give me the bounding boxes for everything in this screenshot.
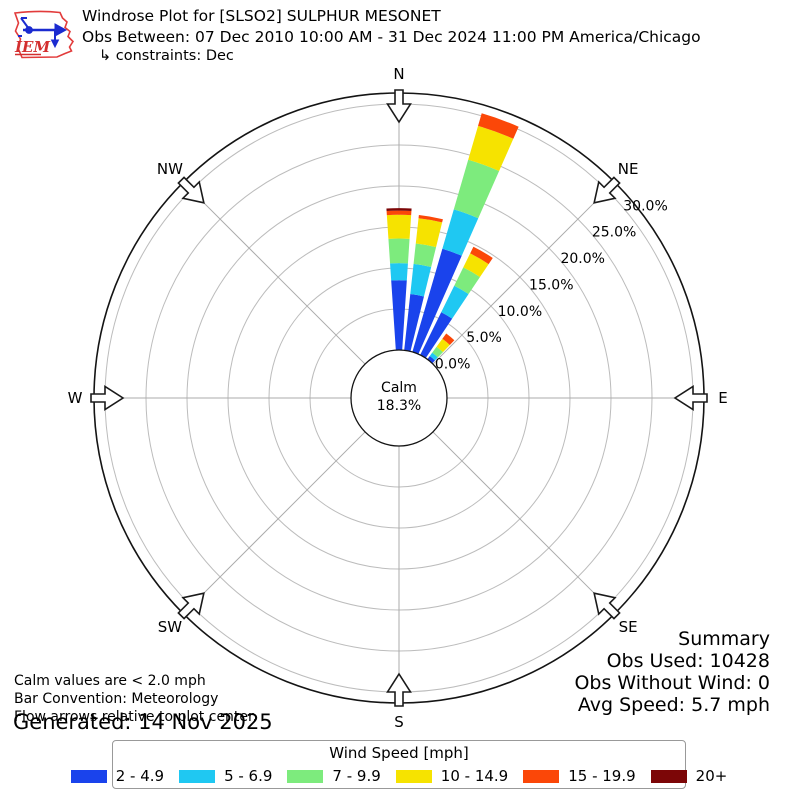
flow-arrow-ne [593, 176, 621, 204]
iem-logo-text: IEM [14, 38, 50, 56]
windrose-bar-segment [442, 209, 479, 256]
grid-spoke [432, 431, 616, 615]
summary-obs-without-wind: Obs Without Wind: 0 [574, 672, 770, 694]
legend-label: 7 - 9.9 [332, 767, 381, 785]
windrose-bar-segment [388, 238, 410, 264]
windrose-bar-segment [478, 113, 519, 139]
windrose-bar-segment [468, 125, 514, 172]
flow-arrow-n [386, 89, 412, 124]
ring-label: 30.0% [623, 198, 667, 214]
windrose-bar-segment [413, 243, 437, 267]
windrose-bar-segment [436, 338, 450, 353]
legend-item: 20+ [650, 767, 728, 785]
ring-label: 15.0% [529, 277, 573, 293]
windrose-bar-segment [386, 208, 412, 212]
legend-item: 10 - 14.9 [395, 767, 509, 785]
plot-title: Windrose Plot for [SLSO2] SULPHUR MESONE… [82, 7, 441, 25]
windrose-bar-segment [454, 267, 480, 295]
grid-spoke [182, 181, 366, 365]
summary-title: Summary [678, 628, 770, 650]
windrose-bar-segment [427, 355, 436, 364]
windrose-bar-segment [441, 285, 469, 319]
flow-arrow-w [90, 385, 125, 411]
iem-logo: IEM [13, 10, 75, 59]
legend-title: Wind Speed [mph] [329, 744, 469, 762]
compass-label-se: SE [619, 618, 638, 636]
windrose-bar-segment [391, 280, 407, 351]
windrose-bar-segment [390, 263, 408, 281]
windrose-bar-segment [453, 159, 500, 219]
compass-label-sw: SW [158, 618, 183, 636]
windrose-bar-segment [420, 312, 453, 359]
grid-spoke [432, 181, 616, 365]
legend-label: 5 - 6.9 [224, 767, 273, 785]
legend-item: 15 - 19.9 [523, 767, 636, 785]
legend-label: 10 - 14.9 [440, 767, 509, 785]
legend-item: 7 - 9.9 [287, 767, 381, 785]
legend-item: 2 - 4.9 [70, 767, 165, 785]
legend-swatch-icon [523, 769, 560, 783]
summary-block: Summary Obs Used: 10428 Obs Without Wind… [574, 628, 770, 716]
summary-avg-speed: Avg Speed: 5.7 mph [577, 694, 770, 716]
compass-label-n: N [393, 65, 404, 83]
legend-items: 2 - 4.9 5 - 6.9 7 - 9.9 10 - 14.9 15 - 19.9 2… [70, 767, 727, 785]
note-bar-convention: Bar Convention: Meteorology [14, 691, 219, 707]
flow-arrow-se [593, 592, 621, 620]
windrose-bar-segment [418, 214, 443, 223]
windrose-bar-segment [429, 352, 438, 361]
wind-speed-legend: Wind Speed [mph] 2 - 4.9 5 - 6.9 7 - 9.9 10… [70, 740, 727, 789]
windrose-bar-segment [470, 246, 493, 265]
legend-swatch-icon [179, 769, 216, 783]
generated-timestamp: Generated: 14 Nov 2025 [13, 710, 273, 734]
windrose-bar-segment [415, 218, 443, 248]
grid-spoke [182, 431, 366, 615]
note-flow-arrows: Flow arrows relative to plot center. [14, 709, 257, 725]
ring-label: 20.0% [560, 251, 604, 267]
legend-swatch-icon [650, 769, 687, 783]
windrose-bar-segment [386, 214, 412, 239]
iowa-outline-icon [13, 10, 75, 59]
compass-label-s: S [394, 713, 404, 731]
windrose-bar-segment [412, 248, 462, 355]
legend-swatch-icon [70, 769, 107, 783]
summary-obs-used: Obs Used: 10428 [606, 650, 770, 672]
windrose-bar-segment [442, 333, 455, 346]
compass-label-ne: NE [618, 160, 639, 178]
calm-value: 18.3% [377, 398, 421, 414]
flow-arrow-sw [177, 592, 205, 620]
compass-label-nw: NW [157, 160, 183, 178]
windrose-bar-segment [463, 253, 489, 278]
ring-label: 5.0% [466, 330, 502, 346]
legend-swatch-icon [287, 769, 324, 783]
flow-arrow-s [386, 672, 412, 707]
ring-label: 10.0% [498, 304, 542, 320]
windrose-bar-segment [432, 346, 444, 358]
flow-arrow-nw [177, 176, 205, 204]
plot-constraints: ↳ constraints: Dec [99, 48, 234, 64]
windrose-bar-segment [410, 263, 432, 297]
compass-label-w: W [68, 389, 83, 407]
windrose-bar-segment [404, 294, 424, 352]
plot-notes: Calm values are < 2.0 mph Bar Convention… [14, 672, 257, 726]
ring-label: 0.0% [435, 357, 471, 373]
note-calm-threshold: Calm values are < 2.0 mph [14, 673, 206, 689]
legend-item: 5 - 6.9 [179, 767, 272, 785]
legend-label: 2 - 4.9 [115, 767, 165, 785]
wind-vane-icon [18, 17, 68, 49]
legend-label: 15 - 19.9 [568, 767, 636, 785]
calm-circle [350, 349, 448, 447]
windrose-bar-segment [386, 210, 412, 216]
flow-arrow-e [673, 385, 708, 411]
ring-label: 25.0% [592, 225, 636, 241]
legend-label: 20+ [695, 767, 728, 785]
calm-label: Calm [381, 380, 417, 396]
compass-label-e: E [718, 389, 727, 407]
legend-swatch-icon [395, 769, 432, 783]
plot-subtitle: Obs Between: 07 Dec 2010 10:00 AM - 31 D… [82, 27, 701, 46]
